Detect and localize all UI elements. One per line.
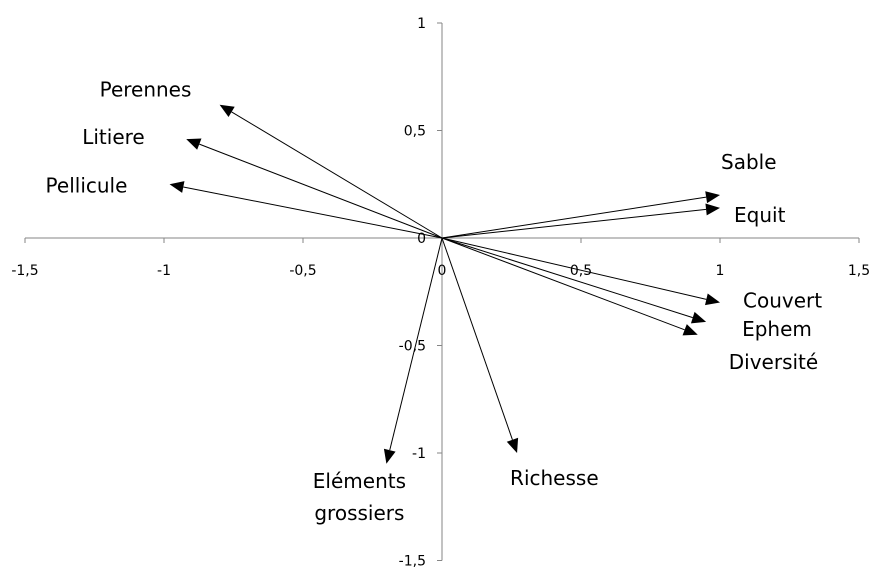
vector-label-el-ments-grossiers: Eléments (313, 469, 406, 493)
vector-diversit--arrowhead (682, 324, 698, 336)
vector-couvert-arrowhead (705, 293, 720, 306)
y-tick-label: -1 (412, 446, 426, 462)
vector-label-richesse: Richesse (510, 466, 599, 490)
vector-label-sable: Sable (721, 150, 777, 174)
x-tick-label: 0 (438, 263, 447, 279)
x-tick-label: 1,5 (848, 263, 870, 279)
vector-label-litiere: Litiere (82, 125, 144, 149)
vector-couvert-line (441, 237, 707, 300)
vector-litiere-arrowhead (186, 138, 202, 150)
vector-equit-arrowhead (705, 203, 720, 216)
chart-axes (25, 23, 859, 561)
vector-equit-line (441, 208, 707, 239)
vector-el-ments-grossiers-arrowhead (383, 448, 396, 464)
y-tick-label: 0,5 (404, 124, 426, 140)
y-tick-label: 1 (417, 16, 426, 32)
vector-ephem-line (441, 237, 693, 319)
vector-diversit--line (441, 237, 685, 331)
vector-label-pellicule: Pellicule (46, 173, 128, 197)
vector-sable-line (441, 196, 707, 239)
x-tick-label: 1 (716, 263, 725, 279)
vector-pellicule-arrowhead (169, 181, 185, 193)
chart-ticks: -1,5 -1 -0,5 0 0,5 1 1,5 1 0,5 0 -0,5 -1 -1,5 (11, 16, 870, 570)
vector-label-equit: Equit (734, 203, 786, 227)
chart-vector-labels: Perennes Litiere Pellicule Sable Equit Couver… (46, 78, 823, 525)
chart-vectors (169, 104, 720, 464)
y-tick-label: -1,5 (399, 554, 426, 570)
vector-label-diversit-: Diversité (729, 350, 818, 374)
vector-label-el-ments-grossiers: grossiers (314, 501, 404, 525)
x-tick-label: -1,5 (11, 263, 38, 279)
vector-perennes-line (231, 111, 443, 239)
vector-pellicule-line (183, 186, 443, 239)
y-tick-label: -0,5 (399, 339, 426, 355)
vector-label-couvert: Couvert (743, 289, 822, 313)
vector-richesse-arrowhead (506, 437, 519, 453)
vector-label-ephem: Ephem (742, 317, 812, 341)
vector-ephem-arrowhead (690, 311, 707, 324)
vector-label-perennes: Perennes (100, 78, 192, 102)
vector-perennes-arrowhead (219, 104, 235, 118)
x-tick-label: -1 (157, 263, 171, 279)
x-tick-label: 0,5 (570, 263, 592, 279)
vector-litiere-line (199, 143, 443, 239)
y-tick-label: 0 (417, 231, 426, 247)
x-tick-label: -0,5 (289, 263, 316, 279)
vector-el-ments-grossiers-line (389, 237, 443, 451)
vector-sable-arrowhead (705, 191, 720, 204)
vector-richesse-line (441, 237, 513, 440)
